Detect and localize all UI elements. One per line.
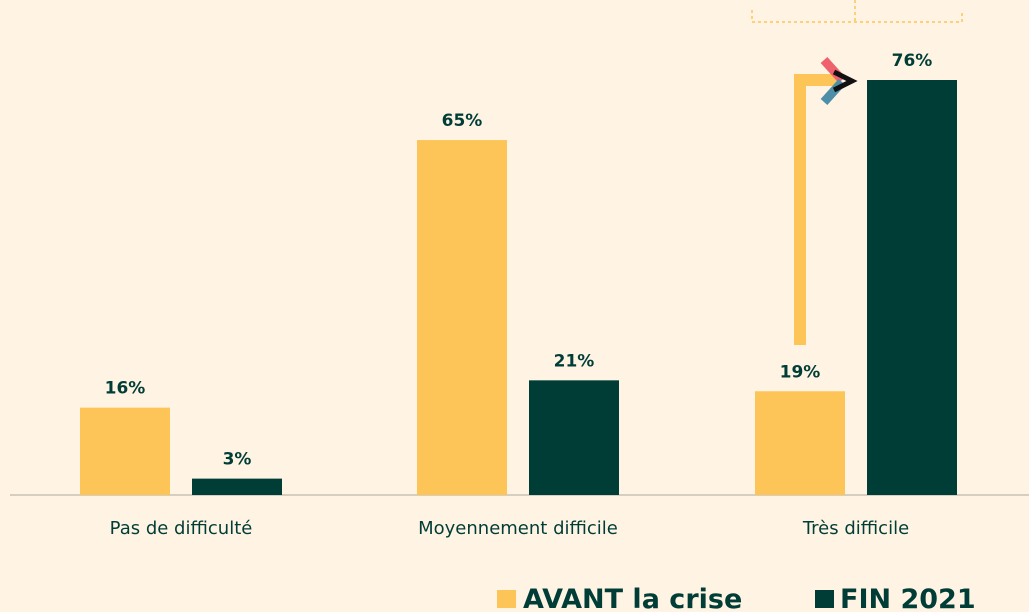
bar — [192, 478, 282, 495]
legend-label: AVANT la crise — [523, 584, 742, 612]
decoration — [751, 0, 963, 345]
arrow-stem — [794, 74, 840, 345]
value-label: 3% — [223, 450, 252, 470]
x-tick-label: Très difficile — [802, 518, 909, 539]
legend-swatch — [815, 590, 834, 608]
bracket — [751, 0, 963, 23]
value-label: 21% — [554, 351, 595, 371]
value-label: 16% — [105, 379, 146, 399]
bar — [755, 391, 845, 495]
legend-label: FIN 2021 — [840, 584, 976, 612]
bar — [529, 380, 619, 495]
value-label: 76% — [892, 51, 933, 71]
x-tick-label: Pas de difficulté — [110, 518, 253, 539]
bar — [867, 80, 957, 495]
bar — [417, 140, 507, 495]
arrow-tip — [832, 69, 858, 93]
value-label: 19% — [780, 362, 821, 382]
bar — [80, 407, 170, 495]
legend-swatch — [497, 590, 516, 608]
value-label: 65% — [442, 111, 483, 131]
x-tick-label: Moyennement difficile — [418, 518, 618, 539]
